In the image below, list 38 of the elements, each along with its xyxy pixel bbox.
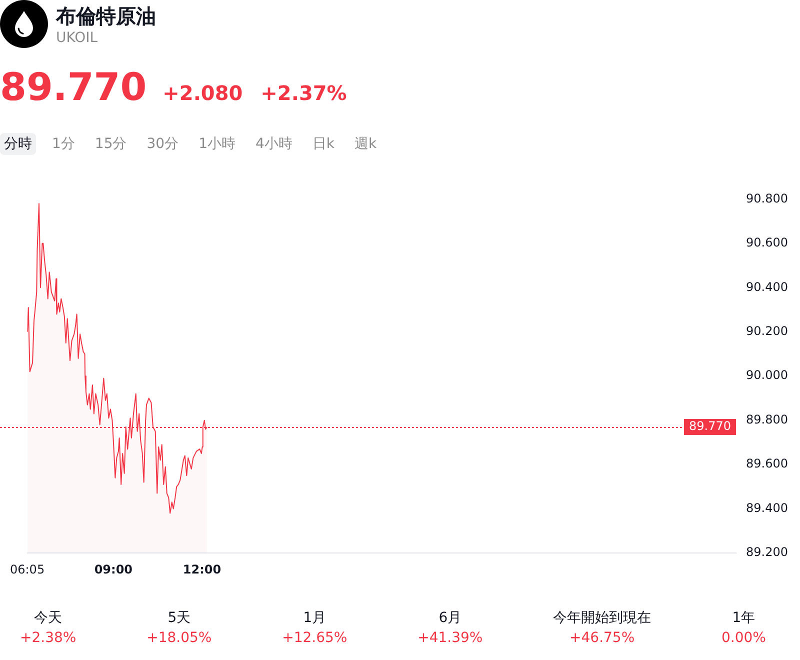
text: +18.05%	[146, 630, 212, 646]
category-label: 1年	[731, 609, 756, 628]
ref-line-label: 89.770	[689, 419, 732, 434]
y-tick-label: 89.600	[746, 456, 788, 471]
x-tick-label: 12:00	[182, 562, 222, 576]
chart-title: 布倫特原油	[56, 3, 156, 30]
text: +46.75%	[570, 630, 635, 646]
text: 15分	[94, 135, 127, 154]
text: 週k	[354, 135, 377, 154]
y-tick-label: 90.200	[746, 324, 788, 338]
text: +12.65%	[282, 630, 348, 646]
x-tick-label: 06:05	[10, 562, 45, 576]
category-label: 6月	[438, 609, 463, 628]
text: +41.39%	[418, 630, 483, 646]
category-label: 1月	[302, 609, 328, 628]
text: 1小時	[198, 135, 236, 154]
text: 30分	[146, 135, 179, 154]
y-tick-label: 89.200	[746, 545, 788, 560]
category-label: 今天	[33, 609, 64, 628]
x-tick-label: 09:00	[94, 562, 133, 576]
category-label: 5天	[166, 609, 192, 628]
text: 分時	[4, 135, 32, 154]
text: 0.00%	[721, 630, 766, 646]
text: 日k	[312, 135, 335, 154]
y-tick-label: 90.800	[746, 191, 788, 206]
chart-subtitle: UKOIL	[56, 29, 98, 47]
y-tick-label: 89.800	[746, 412, 788, 426]
y-tick-label: 89.400	[746, 500, 788, 515]
text: +2.38%	[20, 630, 76, 646]
text: +2.080	[162, 81, 243, 105]
category-label: 今年開始到現在	[553, 609, 652, 628]
y-tick-label: 90.600	[746, 236, 788, 250]
y-tick-label: 90.400	[746, 280, 788, 294]
y-tick-label: 90.000	[746, 368, 788, 382]
text: 1分	[52, 135, 75, 154]
text: 4小時	[256, 135, 292, 154]
text: +2.37%	[260, 81, 347, 105]
text: 89.770	[0, 64, 147, 110]
